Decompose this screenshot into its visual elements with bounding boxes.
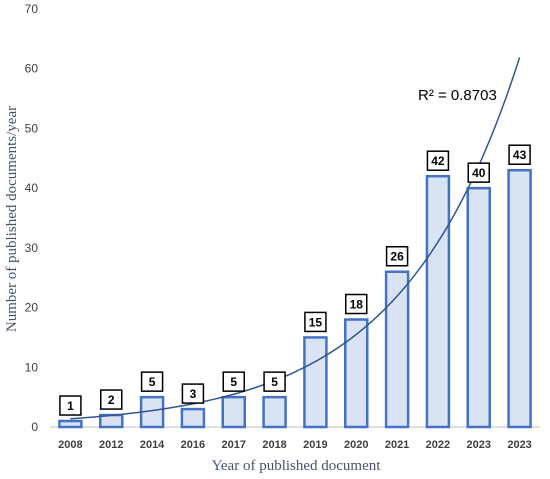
data-label-box xyxy=(508,144,531,165)
bar xyxy=(425,174,451,429)
x-tick-label: 2008 xyxy=(58,439,82,451)
bar xyxy=(180,407,206,429)
x-axis-title: Year of published document xyxy=(212,458,382,474)
data-label: 40 xyxy=(472,166,486,180)
x-tick-label: 2021 xyxy=(385,439,409,451)
data-label-box xyxy=(426,150,450,171)
data-label-box xyxy=(59,395,82,416)
x-tick-label: 2017 xyxy=(222,439,246,451)
x-tick-label: 2022 xyxy=(426,439,450,451)
data-label: 3 xyxy=(190,387,197,401)
bar xyxy=(344,318,369,429)
y-tick-label: 0 xyxy=(31,420,38,434)
data-label-box xyxy=(304,311,327,333)
data-label-box xyxy=(263,371,286,392)
y-axis-title: Number of published documents/year xyxy=(4,106,20,332)
x-tick-label: 2020 xyxy=(344,439,368,451)
data-label: 5 xyxy=(149,375,156,389)
data-label: 43 xyxy=(513,148,527,162)
data-label: 2 xyxy=(108,393,115,407)
bar xyxy=(507,168,532,429)
y-tick-label: 60 xyxy=(25,62,39,76)
y-tick-label: 20 xyxy=(25,301,39,315)
data-label-box xyxy=(100,389,123,410)
bar xyxy=(58,419,83,429)
data-label: 26 xyxy=(390,250,404,264)
trendline-r2-label: R² = 0.8703 xyxy=(418,87,497,104)
data-label-box xyxy=(385,245,409,267)
bar xyxy=(303,336,328,429)
data-label: 5 xyxy=(271,375,278,389)
bar xyxy=(466,186,491,429)
x-tick-label: 2016 xyxy=(181,439,205,451)
x-tick-label: 2014 xyxy=(140,439,165,451)
x-tick-label: 2012 xyxy=(99,439,123,451)
data-label-box xyxy=(345,293,368,315)
data-label-box xyxy=(467,162,490,183)
data-label: 1 xyxy=(67,399,74,413)
trendline xyxy=(70,57,521,420)
y-tick-label: 70 xyxy=(25,2,39,16)
data-labels-group: 1 2 5 3 5 5 15 18 26 42 40 43 xyxy=(59,144,531,416)
bar xyxy=(262,395,287,429)
bars-group xyxy=(58,168,532,429)
data-label: 15 xyxy=(309,315,323,329)
x-tick-label: 2023 xyxy=(507,439,531,451)
bar xyxy=(221,395,246,429)
y-axis-ticks: 0 10 20 30 40 50 60 70 xyxy=(25,2,39,434)
x-tick-label: 2023 xyxy=(467,439,491,451)
data-label: 18 xyxy=(350,298,364,312)
x-tick-label: 2018 xyxy=(262,439,286,451)
data-label: 5 xyxy=(230,375,237,389)
data-label-box xyxy=(222,371,245,392)
y-tick-label: 30 xyxy=(25,241,39,255)
data-label: 42 xyxy=(431,154,445,168)
bar xyxy=(384,270,410,429)
y-tick-label: 10 xyxy=(25,360,39,374)
data-label-box xyxy=(181,383,205,404)
x-tick-label: 2019 xyxy=(303,439,327,451)
x-axis-ticks: 2008 2012 2014 2016 2017 2018 2019 2020 2021 2022… xyxy=(58,439,532,451)
data-label-box xyxy=(140,371,164,392)
y-tick-label: 40 xyxy=(25,181,39,195)
y-tick-label: 50 xyxy=(25,121,39,135)
